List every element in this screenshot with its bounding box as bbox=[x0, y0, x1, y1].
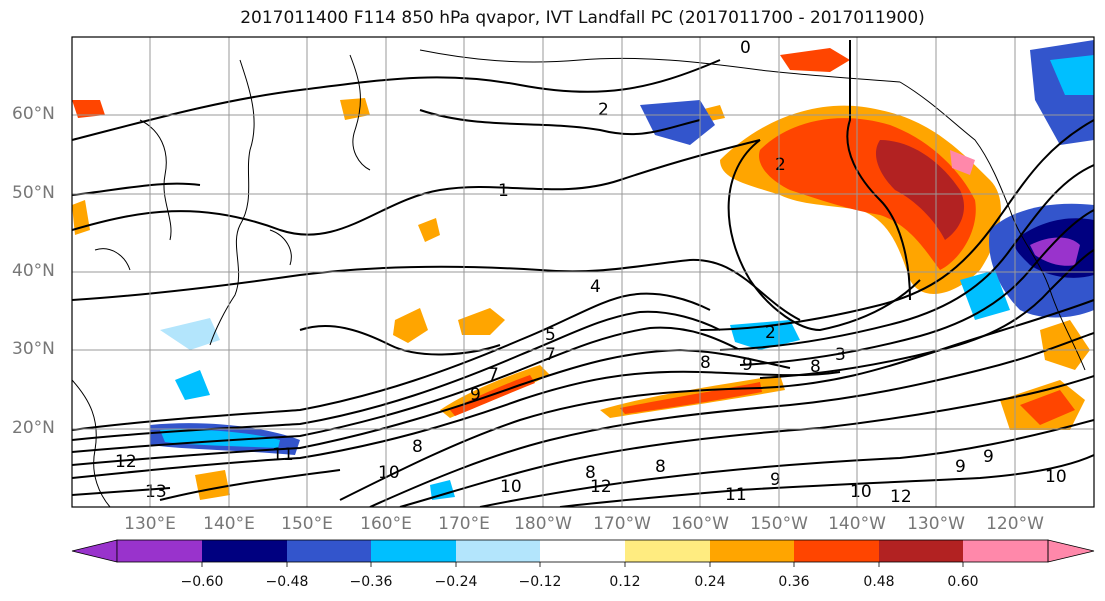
contour-label: 8 bbox=[585, 463, 596, 483]
contour-label: 10 bbox=[1045, 467, 1067, 487]
colorbar-bin bbox=[710, 540, 794, 562]
contour-label: 8 bbox=[412, 437, 423, 457]
contour-label: 9 bbox=[742, 355, 753, 375]
contour-label: 8 bbox=[810, 357, 821, 377]
map-title: 2017011400 F114 850 hPa qvapor, IVT Land… bbox=[240, 8, 925, 28]
contour-label: 9 bbox=[955, 457, 966, 477]
contour-label: 7 bbox=[545, 345, 556, 365]
colorbar-tick-label: 0.60 bbox=[947, 574, 979, 590]
colorbar-bin bbox=[794, 540, 879, 562]
colorbar-bin bbox=[963, 540, 1048, 562]
colorbar-bin bbox=[117, 540, 202, 562]
contour-label: 3 bbox=[835, 345, 846, 365]
lon-label: 150°E bbox=[281, 514, 333, 534]
contour-label: 8 bbox=[700, 353, 711, 373]
contour-label: 9 bbox=[770, 470, 781, 490]
colorbar-tick-label: −0.48 bbox=[265, 574, 309, 590]
colorbar-tick-label: 0.12 bbox=[609, 574, 641, 590]
colorbar-tick-label: −0.24 bbox=[434, 574, 478, 590]
map-frame bbox=[71, 36, 1095, 508]
lon-label: 120°W bbox=[986, 514, 1044, 534]
colorbar-bin bbox=[456, 540, 540, 562]
colorbar-extend-high bbox=[1047, 539, 1095, 563]
lon-label: 150°W bbox=[750, 514, 808, 534]
lon-label: 170°W bbox=[593, 514, 651, 534]
colorbar-tick-label: −0.60 bbox=[180, 574, 224, 590]
colorbar-tick-label: −0.12 bbox=[518, 574, 562, 590]
contour-label: 7 bbox=[488, 365, 499, 385]
contour-label: 2 bbox=[765, 323, 776, 343]
lon-label: 160°E bbox=[360, 514, 412, 534]
colorbar-tick-label: −0.36 bbox=[349, 574, 393, 590]
lat-label: 40°N bbox=[12, 261, 55, 281]
colorbar-bin bbox=[879, 540, 963, 562]
contour-label: 13 bbox=[145, 482, 167, 502]
contour-label: 2 bbox=[598, 100, 609, 120]
contour-lines bbox=[72, 40, 1094, 507]
colorbar-extend-low bbox=[71, 539, 118, 563]
lat-label: 30°N bbox=[12, 339, 55, 359]
contour-label: 2 bbox=[775, 155, 786, 175]
contour-label: 5 bbox=[545, 325, 556, 345]
contour-label: 1 bbox=[498, 181, 509, 201]
colorbar-bin bbox=[540, 540, 625, 562]
contour-label: 9 bbox=[983, 447, 994, 467]
contour-label: 12 bbox=[590, 477, 612, 497]
lat-label: 50°N bbox=[12, 183, 55, 203]
lon-label: 130°W bbox=[907, 514, 965, 534]
contour-label: 10 bbox=[500, 477, 522, 497]
lon-label: 140°W bbox=[828, 514, 886, 534]
colorbar-bin bbox=[371, 540, 456, 562]
contour-label: 11 bbox=[272, 445, 294, 465]
colorbar-bin bbox=[625, 540, 710, 562]
colorbar-tick-label: 0.24 bbox=[694, 574, 726, 590]
colorbar-tick-label: 0.36 bbox=[778, 574, 810, 590]
contour-label: 0 bbox=[740, 38, 751, 58]
contour-labels: 0 1 2 2 4 5 7 8 9 9 8 11 12 13 10 10 12 … bbox=[115, 38, 1067, 507]
lon-label: 140°E bbox=[203, 514, 255, 534]
lon-label: 160°W bbox=[671, 514, 729, 534]
colorbar bbox=[71, 539, 1095, 567]
lat-label: 20°N bbox=[12, 418, 55, 438]
colorbar-tick-label: 0.48 bbox=[863, 574, 895, 590]
colorbar-bin bbox=[202, 540, 287, 562]
lon-label: 130°E bbox=[124, 514, 176, 534]
colorbar-outline bbox=[116, 539, 1049, 563]
lon-label: 180°W bbox=[514, 514, 572, 534]
contour-label: 11 bbox=[725, 485, 747, 505]
graticule bbox=[72, 37, 1094, 507]
contour-label: 8 bbox=[655, 457, 666, 477]
contour-label: 10 bbox=[378, 463, 400, 483]
contour-label: 12 bbox=[890, 487, 912, 507]
lon-label: 170°E bbox=[438, 514, 490, 534]
contour-label: 9 bbox=[470, 385, 481, 405]
colorbar-bin bbox=[287, 540, 371, 562]
contour-label: 10 bbox=[850, 482, 872, 502]
lat-label: 60°N bbox=[12, 104, 55, 124]
contour-label: 12 bbox=[115, 452, 137, 472]
contour-label: 4 bbox=[590, 277, 601, 297]
